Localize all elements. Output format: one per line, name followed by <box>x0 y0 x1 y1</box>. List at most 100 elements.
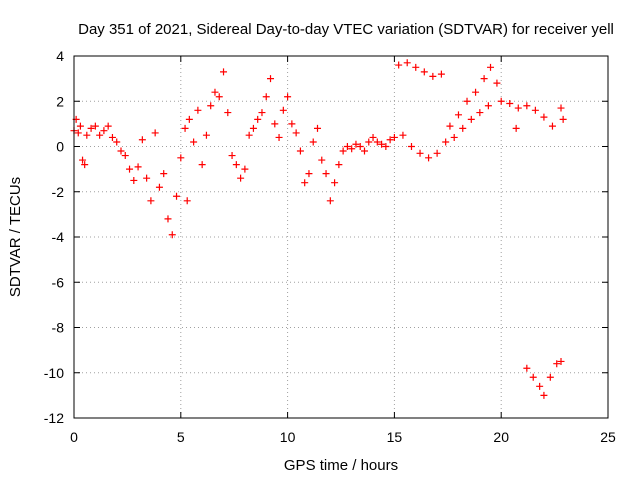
data-point <box>262 93 270 101</box>
data-point <box>79 156 87 164</box>
data-point <box>487 63 495 71</box>
data-point <box>126 165 134 173</box>
data-point <box>267 75 275 83</box>
data-point <box>467 115 475 123</box>
data-point <box>407 143 415 150</box>
data-point <box>553 360 561 368</box>
data-point <box>348 145 356 153</box>
x-axis-title: GPS time / hours <box>284 457 398 474</box>
x-tick-label: 20 <box>493 429 509 445</box>
y-axis-tick-labels: -12 -10 -8 -6 -4 -2 0 2 4 <box>44 48 64 426</box>
data-point <box>100 127 108 135</box>
data-point <box>512 124 520 132</box>
data-point <box>454 111 462 119</box>
data-point <box>335 161 343 169</box>
data-point <box>416 149 424 157</box>
data-point <box>557 104 565 112</box>
data-point <box>476 109 484 117</box>
data-point <box>177 154 185 162</box>
data-point <box>83 131 91 139</box>
data-point <box>155 183 163 191</box>
data-point <box>463 97 471 105</box>
data-point <box>480 75 488 83</box>
data-point <box>548 122 556 130</box>
data-point <box>382 143 390 150</box>
data-point <box>314 124 322 132</box>
x-tick-label: 25 <box>600 429 616 445</box>
data-point <box>523 364 531 372</box>
data-point <box>493 79 501 87</box>
data-point <box>202 131 210 139</box>
data-point <box>318 156 326 164</box>
y-tick-label: -8 <box>52 320 65 336</box>
data-points <box>70 59 567 399</box>
data-point <box>446 122 454 130</box>
data-point <box>343 143 351 150</box>
data-point <box>459 124 467 132</box>
data-point <box>296 147 304 155</box>
data-point <box>237 174 245 182</box>
data-point <box>506 100 514 108</box>
y-tick-label: -4 <box>52 229 65 245</box>
data-point <box>373 138 381 146</box>
data-point <box>96 131 104 139</box>
data-point <box>183 197 191 205</box>
data-point <box>130 176 138 184</box>
data-point <box>420 68 428 76</box>
data-point <box>249 124 257 132</box>
data-point <box>254 115 262 123</box>
data-point <box>331 179 339 187</box>
data-point <box>412 63 420 71</box>
data-point <box>540 113 548 121</box>
axis-ticks <box>73 55 609 419</box>
data-point <box>173 192 181 200</box>
data-point <box>309 138 317 146</box>
data-point <box>284 93 292 101</box>
data-point <box>429 72 437 80</box>
data-point <box>76 122 84 130</box>
data-point <box>425 154 433 162</box>
data-point <box>352 140 360 148</box>
data-point <box>198 161 206 169</box>
data-point <box>74 129 82 137</box>
data-point <box>271 120 279 128</box>
data-point <box>365 138 373 146</box>
y-tick-label: -6 <box>52 274 65 290</box>
data-point <box>523 102 531 110</box>
data-point <box>185 115 193 123</box>
data-point <box>360 147 368 155</box>
y-tick-label: 0 <box>56 139 64 155</box>
data-point <box>241 165 249 173</box>
y-axis-title: SDTVAR / TECUs <box>7 177 24 297</box>
data-point <box>121 152 129 160</box>
data-point <box>160 170 168 178</box>
data-point <box>292 129 300 137</box>
x-tick-label: 15 <box>387 429 403 445</box>
data-point <box>190 138 198 146</box>
data-point <box>181 124 189 132</box>
data-point <box>497 97 505 105</box>
data-point <box>540 391 548 399</box>
data-point <box>228 152 236 160</box>
data-point <box>450 133 458 141</box>
data-point <box>104 122 112 130</box>
data-point <box>220 68 228 76</box>
data-point <box>484 102 492 110</box>
data-point <box>399 131 407 139</box>
y-tick-label: 2 <box>56 93 64 109</box>
data-point <box>305 170 313 178</box>
data-point <box>275 133 283 141</box>
data-point <box>557 357 565 365</box>
grid-lines <box>74 56 608 418</box>
data-point <box>207 102 215 110</box>
data-point <box>151 129 159 137</box>
data-point <box>301 179 309 187</box>
data-point <box>113 138 121 146</box>
data-point <box>514 104 522 112</box>
y-tick-label: -2 <box>52 184 65 200</box>
data-point <box>211 88 219 96</box>
data-point <box>87 124 95 132</box>
data-point <box>279 106 287 114</box>
x-axis-tick-labels: 0 5 10 15 20 25 <box>70 429 616 445</box>
